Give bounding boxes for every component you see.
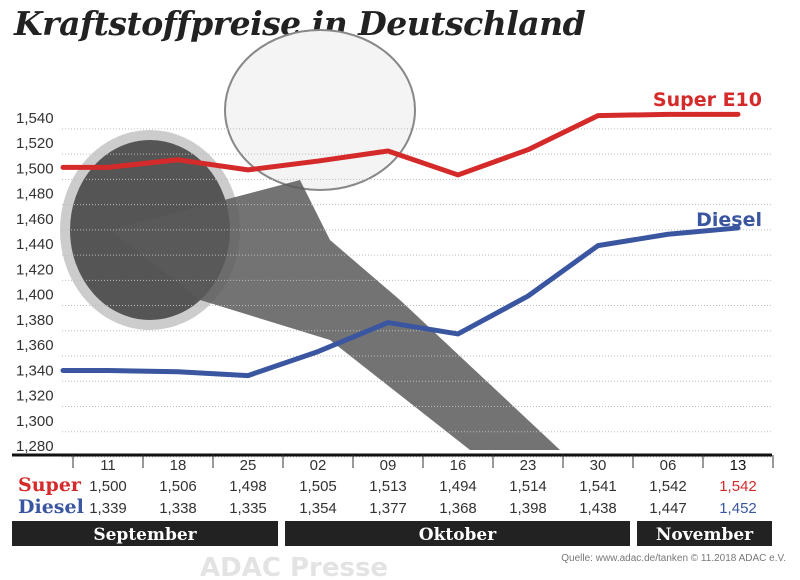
x-tick-label: 16 (450, 457, 467, 474)
y-tick-label: 1,280 (16, 438, 54, 455)
x-tick-label: 23 (520, 457, 537, 474)
data-label: 1,513 (369, 478, 407, 495)
data-label: 1,506 (159, 478, 197, 495)
y-tick-label: 1,340 (16, 362, 54, 379)
data-label: 1,447 (649, 500, 687, 517)
y-tick-label: 1,420 (16, 261, 54, 278)
y-tick-label: 1,360 (16, 337, 54, 354)
row-label: Super (18, 474, 82, 496)
month-label: Oktober (419, 525, 497, 545)
data-label: 1,541 (579, 478, 617, 495)
y-tick-label: 1,300 (16, 413, 54, 430)
data-label: 1,339 (89, 500, 127, 517)
x-tick-label: 13 (730, 457, 747, 474)
y-tick-label: 1,400 (16, 287, 54, 304)
month-label: September (93, 525, 197, 545)
y-tick-label: 1,380 (16, 312, 54, 329)
x-tick-label: 09 (380, 457, 397, 474)
data-label: 1,377 (369, 500, 407, 517)
x-tick-label: 18 (170, 457, 187, 474)
row-label: Diesel (18, 496, 84, 518)
month-label: November (656, 525, 754, 545)
month-bar (637, 521, 772, 546)
fuel-nozzle-icon (110, 180, 560, 450)
series-label: Diesel (696, 209, 762, 231)
y-tick-label: 1,520 (16, 135, 54, 152)
data-label: 1,542 (649, 478, 687, 495)
source-note: Quelle: www.adac.de/tanken © 11.2018 ADA… (561, 553, 786, 564)
data-label: 1,505 (299, 478, 337, 495)
x-tick-label: 06 (660, 457, 677, 474)
y-tick-label: 1,320 (16, 388, 54, 405)
x-tick-label: 30 (590, 457, 607, 474)
data-label: 1,542 (719, 478, 757, 495)
data-label: 1,452 (719, 500, 757, 517)
series-label: Super E10 (653, 89, 762, 111)
watermark-logo: ADAC Presse (200, 553, 388, 580)
data-label: 1,498 (229, 478, 267, 495)
data-label: 1,514 (509, 478, 547, 495)
data-label: 1,438 (579, 500, 617, 517)
month-bar (285, 521, 630, 546)
y-tick-label: 1,500 (16, 160, 54, 177)
month-bar (12, 521, 278, 546)
x-tick-label: 02 (310, 457, 327, 474)
data-label: 1,338 (159, 500, 197, 517)
data-label: 1,500 (89, 478, 127, 495)
y-tick-label: 1,440 (16, 236, 54, 253)
data-label: 1,368 (439, 500, 477, 517)
y-tick-label: 1,480 (16, 186, 54, 203)
data-label: 1,354 (299, 500, 337, 517)
x-tick-label: 25 (240, 457, 257, 474)
data-label: 1,398 (509, 500, 547, 517)
x-tick-label: 11 (100, 457, 116, 474)
y-tick-label: 1,540 (16, 110, 54, 127)
data-label: 1,335 (229, 500, 267, 517)
y-tick-label: 1,460 (16, 211, 54, 228)
data-label: 1,494 (439, 478, 477, 495)
fuel-cap-icon (224, 29, 416, 191)
